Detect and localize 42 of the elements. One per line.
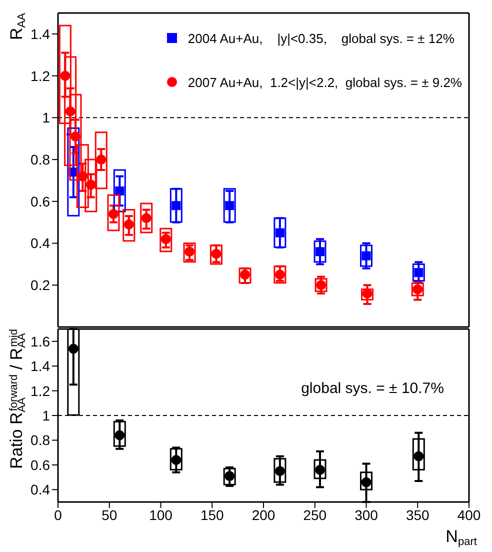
point <box>115 186 124 196</box>
y-tick-label: 0.4 <box>30 235 50 252</box>
bar <box>113 420 126 447</box>
point <box>96 154 106 165</box>
y-tick-label: 0.8 <box>30 152 50 168</box>
legend-label: 2007 Au+Au, 1.2<|y|<2.2, global sys. = ± 9.2% <box>188 74 462 90</box>
bar <box>67 127 80 216</box>
y-tick-label: 0.8 <box>30 432 50 448</box>
y-tick-label: 1 <box>42 110 50 126</box>
y-tick-label: 0.6 <box>30 193 50 210</box>
x-tick-label: 350 <box>406 506 430 523</box>
bar <box>412 263 425 282</box>
x-tick-label: 100 <box>149 506 173 523</box>
y-tick-label: 1.2 <box>30 382 50 399</box>
bar <box>140 202 153 234</box>
x-axis-title: N$_{part}$ <box>446 527 477 548</box>
x-tick-label: 50 <box>102 506 118 523</box>
x-tick-label: 250 <box>303 506 327 523</box>
bar <box>274 458 286 483</box>
y-tick-label: 1.6 <box>30 333 50 350</box>
x-tick-label: 300 <box>354 506 378 523</box>
y-tick-label: 1 <box>42 407 50 424</box>
bar <box>122 209 136 242</box>
y-tick-label: 0.6 <box>30 456 50 473</box>
x-tick-label: 200 <box>252 506 276 523</box>
bar <box>360 244 372 267</box>
bar <box>314 240 326 263</box>
bar <box>107 194 120 232</box>
y-tick-label: 1.2 <box>30 68 50 84</box>
y-tick-label: 0.2 <box>30 277 50 294</box>
bar <box>160 228 172 252</box>
x-tick-label: 400 <box>457 506 481 523</box>
x-tick-label: 0 <box>54 506 62 523</box>
x-tick-label: 150 <box>200 506 224 523</box>
annotation: global sys. = ± 10.7% <box>301 380 444 398</box>
legend-label: 2004 Au+Au, |y|<0.35, global sys. = ± 12% <box>188 30 454 46</box>
y-tick-label: 1.4 <box>30 26 50 42</box>
point <box>68 344 78 354</box>
bar <box>113 169 126 212</box>
bar <box>170 448 182 470</box>
y-tick-label: 1.4 <box>30 358 50 374</box>
y-tick-label: 0.4 <box>30 482 50 498</box>
